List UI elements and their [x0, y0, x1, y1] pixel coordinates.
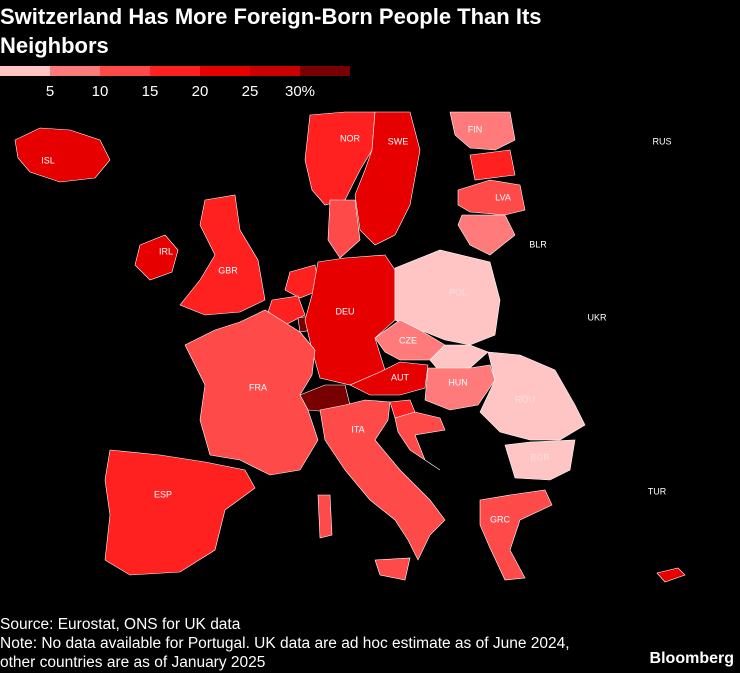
country: [354, 111, 421, 246]
country-label: GBR: [218, 265, 238, 275]
legend-swatch: [50, 66, 100, 76]
legend-tick-label: 15: [142, 83, 159, 100]
country: [394, 411, 446, 471]
country: [656, 567, 686, 583]
country: [424, 364, 496, 411]
country-label: AUT: [391, 372, 410, 382]
country-label: ROU: [515, 394, 535, 404]
country-label: ITA: [351, 424, 364, 434]
country: [449, 111, 516, 151]
source: Source: Eurostat, ONS for UK data: [0, 616, 241, 633]
country-label: FIN: [468, 124, 483, 134]
country: [179, 194, 266, 316]
country-label: GRC: [490, 514, 511, 524]
country: [349, 361, 429, 396]
country-label: NOR: [340, 133, 361, 143]
legend-swatch: [200, 66, 250, 76]
country-label: DEU: [335, 306, 354, 316]
country: [284, 264, 321, 299]
country: [469, 149, 516, 181]
country: [457, 214, 516, 256]
country: [319, 399, 446, 561]
country: [134, 234, 179, 281]
country: [479, 351, 586, 441]
legend-tick-label: 10: [92, 83, 109, 100]
legend-swatch: [300, 66, 350, 76]
title: Switzerland Has More Foreign-Born People…: [0, 4, 542, 58]
country-label: BLR: [529, 239, 547, 249]
country-label: BGR: [530, 452, 550, 462]
country-label: SWE: [388, 136, 409, 146]
legend-swatch: [100, 66, 150, 76]
legend-tick-label: 5: [46, 83, 54, 100]
note: Note: No data available for Portugal. UK…: [0, 635, 570, 671]
country: [504, 439, 576, 481]
country: [457, 179, 526, 216]
country: [374, 557, 411, 581]
country-label: POL: [449, 287, 467, 297]
legend-swatch: [0, 66, 50, 76]
country-label: UKR: [587, 312, 607, 322]
country: [304, 254, 396, 386]
country: [104, 449, 256, 576]
country: [327, 199, 361, 259]
country-label: HUN: [448, 377, 468, 387]
country: [304, 111, 376, 206]
country: [184, 309, 319, 476]
legend-tick-label: 25: [242, 83, 259, 100]
legend-swatch: [250, 66, 300, 76]
country-label: ESP: [154, 489, 172, 499]
country: [14, 127, 111, 183]
legend-tick-label: 30%: [285, 83, 315, 100]
legend-swatch: [150, 66, 200, 76]
country-label: IRL: [159, 246, 173, 256]
country-label: TUR: [648, 486, 667, 496]
country: [479, 489, 553, 581]
country-label: ISL: [41, 155, 55, 165]
country-label: CZE: [399, 335, 417, 345]
country-label: LVA: [495, 192, 511, 202]
country-label: FRA: [249, 382, 267, 392]
country-label: RUS: [652, 136, 671, 146]
brand: Bloomberg: [649, 650, 734, 667]
legend-tick-label: 20: [192, 83, 209, 100]
country: [317, 494, 333, 539]
